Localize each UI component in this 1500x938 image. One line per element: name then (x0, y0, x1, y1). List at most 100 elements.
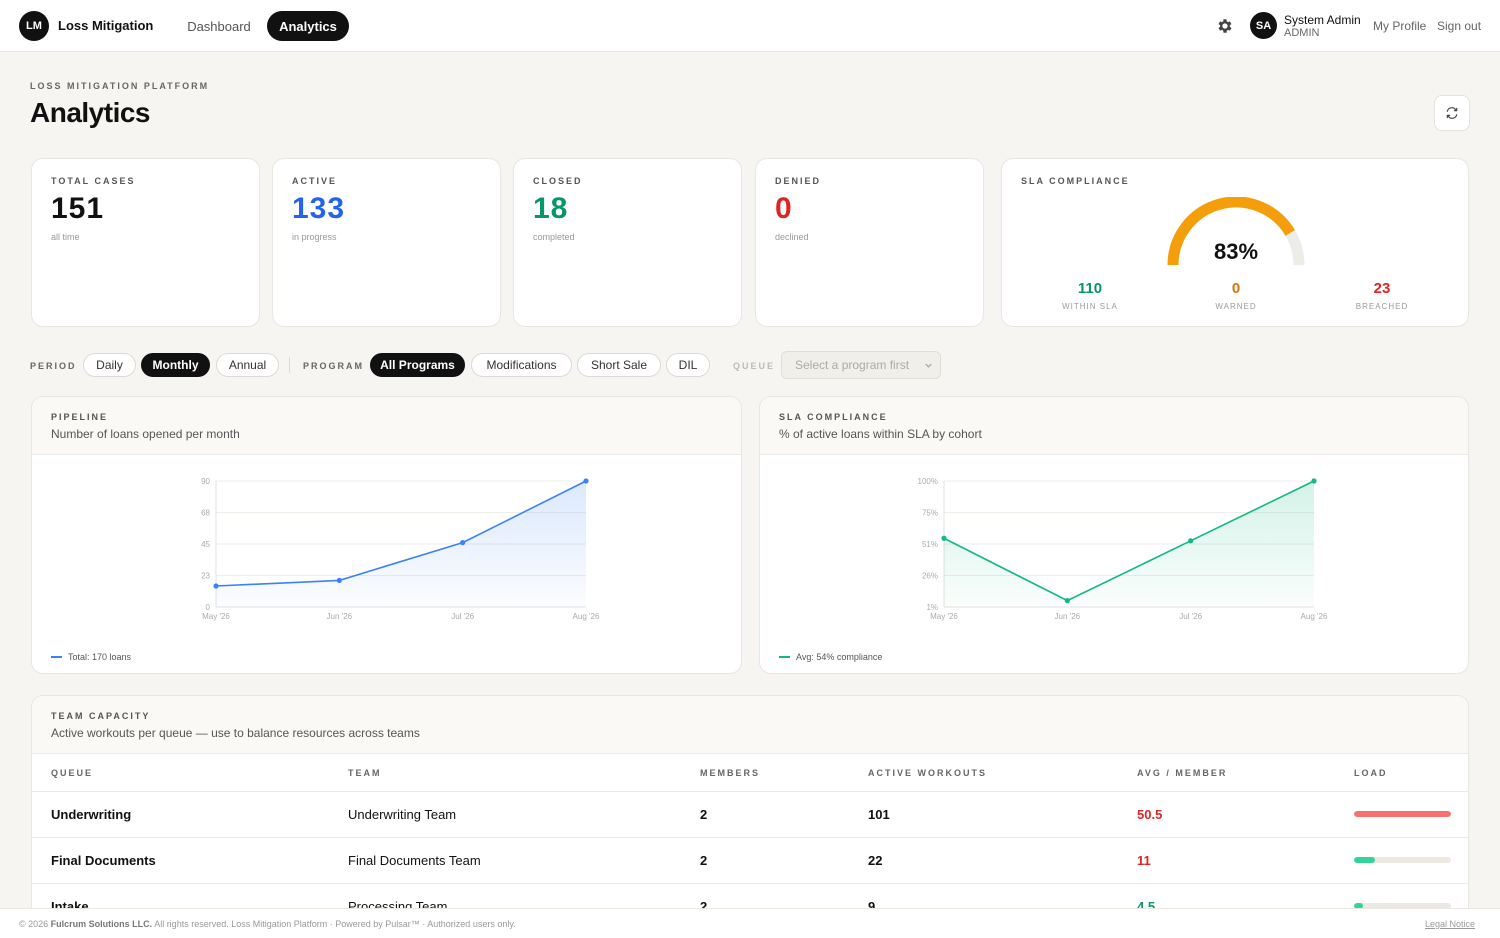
sign-out-link[interactable]: Sign out (1437, 19, 1482, 33)
stat-card-denied: DENIED 0 declined (755, 158, 984, 327)
chevron-down-icon (925, 363, 932, 368)
load-fill (1354, 903, 1363, 909)
data-point (1311, 478, 1317, 484)
sla-chart-card: SLA COMPLIANCE % of active loans within … (759, 396, 1469, 674)
queue-placeholder: Select a program first (795, 358, 910, 372)
column-header-team[interactable]: TEAM (348, 768, 382, 778)
sla-card-label: SLA COMPLIANCE (1021, 176, 1130, 186)
members-cell: 2 (700, 899, 708, 914)
data-point (460, 540, 466, 546)
stat-value: 151 (51, 192, 105, 225)
stat-value: 133 (292, 192, 346, 225)
legal-notice-link[interactable]: Legal Notice (1425, 919, 1476, 929)
program-short-sale[interactable]: Short Sale (577, 353, 661, 377)
app-name[interactable]: Loss Mitigation (58, 18, 154, 33)
stat-label: ACTIVE (292, 176, 338, 186)
column-header-load[interactable]: LOAD (1354, 768, 1388, 778)
chart-subtitle: % of active loans within SLA by cohort (779, 427, 982, 441)
x-tick-label: Jun '26 (1055, 612, 1081, 621)
series-area (216, 481, 586, 607)
data-point (1188, 538, 1194, 544)
stat-label: DENIED (775, 176, 822, 186)
team-subtitle: Active workouts per queue — use to balan… (51, 726, 420, 740)
column-header-queue[interactable]: QUEUE (51, 768, 94, 778)
load-fill (1354, 857, 1376, 863)
members-cell: 2 (700, 853, 708, 868)
refresh-button[interactable] (1434, 95, 1470, 131)
footer: © 2026 Fulcrum Solutions LLC. All rights… (0, 908, 1500, 938)
y-tick-label: 45 (201, 540, 210, 549)
page-title: Analytics (30, 97, 151, 128)
my-profile-link[interactable]: My Profile (1373, 19, 1427, 33)
series-line (215, 480, 587, 587)
team-capacity-card: TEAM CAPACITY Active workouts per queue … (31, 695, 1469, 938)
avatar[interactable]: SA (1250, 12, 1277, 39)
column-header-avg[interactable]: AVG / MEMBER (1137, 768, 1228, 778)
y-tick-label: 75% (922, 509, 938, 518)
x-tick-label: May '26 (202, 612, 230, 621)
sla-within-label: WITHIN SLA (1062, 302, 1118, 311)
queue-select[interactable]: Select a program first (781, 351, 941, 379)
stat-label: CLOSED (533, 176, 583, 186)
chart-subtitle: Number of loans opened per month (51, 427, 240, 441)
program-dil[interactable]: DIL (666, 353, 710, 377)
page-eyebrow: LOSS MITIGATION PLATFORM (30, 81, 210, 91)
x-tick-label: Jul '26 (451, 612, 474, 621)
data-point (1064, 598, 1070, 604)
table-row[interactable]: Underwriting Underwriting Team 2 101 50.… (32, 792, 1468, 838)
period-daily[interactable]: Daily (83, 353, 136, 377)
x-tick-label: Aug '26 (573, 612, 600, 621)
sla-within-value: 110 (1077, 280, 1103, 297)
period-monthly[interactable]: Monthly (141, 353, 210, 377)
app-logo[interactable]: LM (19, 11, 49, 41)
x-tick-label: Aug '26 (1301, 612, 1328, 621)
queue-cell: Underwriting (51, 807, 132, 822)
user-role: ADMIN (1284, 27, 1320, 39)
tab-dashboard[interactable]: Dashboard (187, 18, 251, 34)
top-nav: LM Loss Mitigation Dashboard Analytics S… (0, 0, 1500, 52)
avg-cell: 11 (1137, 853, 1151, 868)
sla-warned-label: WARNED (1215, 302, 1257, 311)
gear-icon[interactable] (1216, 17, 1234, 35)
column-header-members[interactable]: MEMBERS (700, 768, 761, 778)
stat-sub: completed (533, 232, 575, 242)
tab-analytics[interactable]: Analytics (267, 11, 349, 41)
chart-header: PIPELINE Number of loans opened per mont… (32, 397, 741, 455)
x-tick-label: Jun '26 (327, 612, 353, 621)
legend-swatch (779, 656, 790, 658)
y-tick-label: 0 (206, 603, 211, 612)
stat-card-total: TOTAL CASES 151 all time (31, 158, 260, 327)
program-label: PROGRAM (303, 361, 364, 371)
legend-swatch (51, 656, 62, 658)
table-row[interactable]: Final Documents Final Documents Team 2 2… (32, 838, 1468, 884)
sla-chart: 1% 26% 51% 75% 100% May '26 Jun '26 Jul '26 Aug … (918, 477, 1328, 621)
sla-breached-value: 23 (1373, 280, 1391, 297)
active-cell: 22 (868, 853, 883, 868)
refresh-icon (1446, 107, 1458, 119)
program-all[interactable]: All Programs (370, 353, 465, 377)
gauge-fill (1167, 197, 1295, 266)
load-bar (1354, 903, 1451, 909)
column-header-active[interactable]: ACTIVE WORKOUTS (868, 768, 987, 778)
y-tick-label: 90 (201, 477, 210, 486)
chart-header: SLA COMPLIANCE % of active loans within … (760, 397, 1468, 455)
filter-divider (289, 357, 290, 373)
sla-percent: 83% (1213, 239, 1259, 264)
program-modifications[interactable]: Modifications (471, 353, 572, 377)
user-name: System Admin (1284, 13, 1361, 27)
series-area (944, 481, 1314, 607)
chart-title: SLA COMPLIANCE (779, 412, 888, 422)
sla-gauge (1167, 197, 1305, 266)
pipeline-chart-card: PIPELINE Number of loans opened per mont… (31, 396, 742, 674)
series-line (943, 480, 1315, 602)
stat-value: 18 (533, 192, 569, 225)
stat-label: TOTAL CASES (51, 176, 136, 186)
team-header: TEAM CAPACITY Active workouts per queue … (32, 696, 1468, 754)
sla-breached-label: BREACHED (1355, 302, 1409, 311)
team-cell: Final Documents Team (348, 853, 481, 868)
members-cell: 2 (700, 807, 708, 822)
y-tick-label: 23 (201, 572, 210, 581)
y-tick-label: 26% (922, 572, 938, 581)
stat-sub: declined (775, 232, 809, 242)
period-annual[interactable]: Annual (216, 353, 279, 377)
